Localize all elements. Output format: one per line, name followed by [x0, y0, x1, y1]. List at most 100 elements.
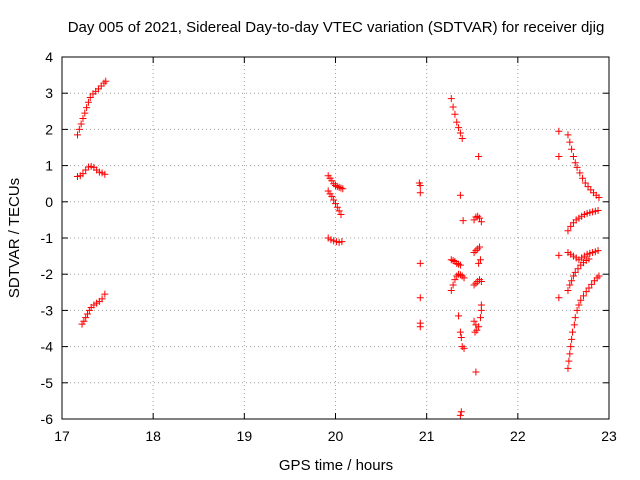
data-point	[594, 206, 602, 214]
data-point	[79, 170, 87, 178]
data-point	[564, 364, 572, 372]
data-point	[451, 258, 459, 266]
data-point	[570, 321, 578, 329]
data-point	[555, 127, 563, 135]
data-point	[451, 110, 459, 118]
data-point	[416, 182, 424, 190]
data-point	[101, 290, 109, 298]
data-point	[78, 320, 86, 328]
data-point	[339, 185, 347, 193]
y-tick-label: -6	[41, 411, 54, 427]
data-point	[453, 259, 461, 267]
x-tick-label: 20	[328, 428, 344, 444]
series-arc21	[564, 272, 603, 372]
x-tick-label: 17	[54, 428, 70, 444]
x-tick-label: 18	[145, 428, 161, 444]
series-arc18	[564, 206, 602, 235]
data-point	[474, 212, 482, 220]
data-point	[98, 295, 106, 303]
data-point	[102, 77, 110, 85]
series-arc5	[324, 187, 345, 218]
data-point	[582, 288, 590, 296]
data-point	[475, 259, 483, 267]
series-arc16	[555, 127, 563, 302]
y-tick-label: 1	[45, 158, 53, 174]
data-point	[333, 203, 341, 211]
data-point	[86, 94, 94, 102]
data-point	[81, 109, 89, 117]
data-point	[472, 213, 480, 221]
data-point	[330, 180, 338, 188]
data-point	[477, 301, 485, 309]
data-point	[335, 183, 343, 191]
series-arc12	[470, 212, 485, 226]
y-tick-label: 0	[45, 194, 53, 210]
data-point	[80, 317, 88, 325]
data-point	[330, 196, 338, 204]
y-axis-label: SDTVAR / TECUs	[6, 178, 23, 298]
x-tick-label: 19	[237, 428, 253, 444]
data-point	[575, 301, 583, 309]
data-point	[455, 124, 463, 132]
data-point	[595, 193, 603, 201]
data-point	[458, 343, 466, 351]
data-point	[82, 314, 90, 322]
data-point	[451, 276, 459, 284]
data-point	[416, 294, 424, 302]
series-arc2	[73, 162, 109, 180]
data-point	[75, 125, 83, 133]
data-point	[456, 411, 464, 419]
data-point	[455, 260, 463, 268]
data-point	[565, 357, 573, 365]
data-point	[337, 210, 345, 218]
data-point	[470, 248, 478, 256]
data-point	[579, 292, 587, 300]
data-point	[449, 281, 457, 289]
data-point	[447, 95, 455, 103]
data-point	[456, 191, 464, 199]
data-point	[581, 179, 589, 187]
data-point	[574, 265, 582, 273]
data-point	[460, 344, 468, 352]
series-arc7	[415, 179, 424, 331]
data-point	[416, 259, 424, 267]
data-point	[459, 217, 467, 225]
data-point	[569, 153, 577, 161]
series-arc17	[564, 131, 603, 201]
data-point	[573, 306, 581, 314]
plot-frame	[61, 56, 610, 420]
data-point	[571, 159, 579, 167]
data-point	[476, 214, 484, 222]
y-tick-label: 4	[45, 49, 53, 65]
data-point	[585, 284, 593, 292]
data-point	[476, 243, 484, 251]
data-point	[456, 261, 464, 269]
data-point	[73, 131, 81, 139]
series-arc19	[564, 247, 602, 264]
data-point	[470, 317, 478, 325]
data-point	[455, 312, 463, 320]
data-point	[456, 271, 464, 279]
data-point	[338, 238, 346, 246]
data-point	[447, 256, 455, 264]
data-point	[593, 274, 601, 282]
series-arc3	[78, 290, 109, 328]
series-arc6	[324, 234, 346, 246]
data-point	[477, 218, 485, 226]
series-arc10	[447, 270, 468, 294]
data-point	[579, 174, 587, 182]
data-point	[457, 334, 465, 342]
y-tick-label: -1	[41, 230, 54, 246]
data-point	[576, 169, 584, 177]
data-point	[566, 350, 574, 358]
y-tick-label: -5	[41, 375, 54, 391]
data-point	[416, 323, 424, 331]
data-point	[594, 247, 602, 255]
data-point	[571, 268, 579, 276]
data-point	[332, 182, 339, 190]
data-point	[568, 277, 576, 285]
data-point	[458, 134, 466, 142]
data-point	[555, 294, 563, 302]
